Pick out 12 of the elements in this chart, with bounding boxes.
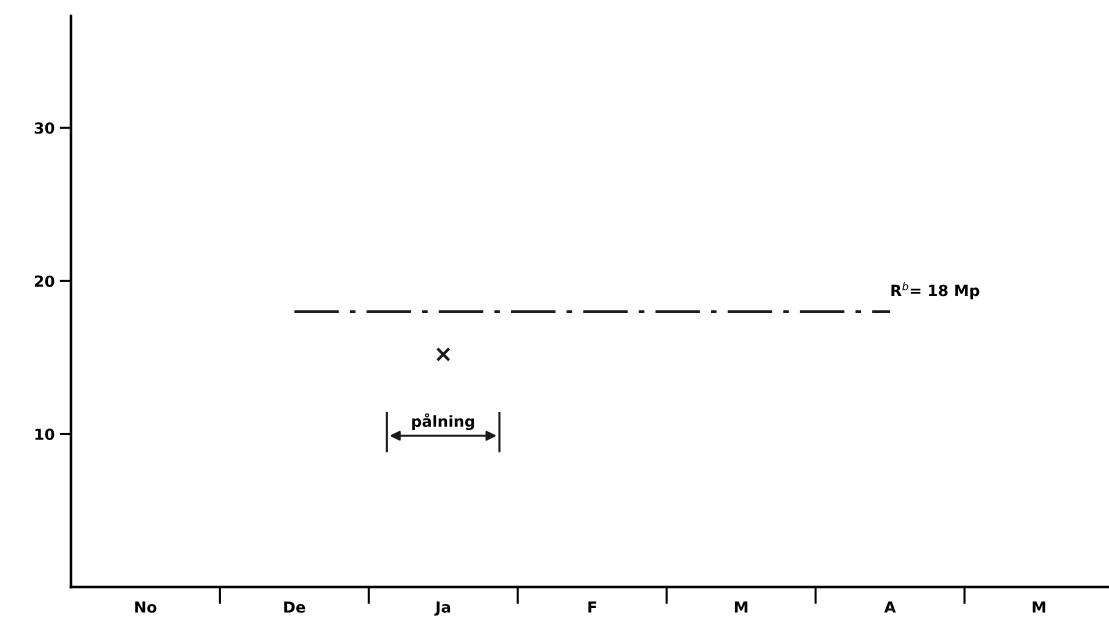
y-tick-label: 30 — [34, 122, 55, 134]
y-tick-label: 10 — [35, 428, 55, 441]
y-tick-label: 20 — [34, 275, 55, 287]
x-tick-label: No — [135, 601, 157, 613]
annotation: pålning — [412, 413, 475, 431]
x-tick-label: De — [284, 601, 306, 613]
x-tick-label: M — [734, 601, 748, 613]
x-tick-label: M — [1032, 601, 1046, 613]
x-tick-label: A — [884, 601, 896, 613]
x-tick-label: F — [588, 601, 597, 613]
x-tick-label: Ja — [434, 601, 451, 616]
series-label: R$^{b}$= 18 Mp — [891, 282, 980, 300]
